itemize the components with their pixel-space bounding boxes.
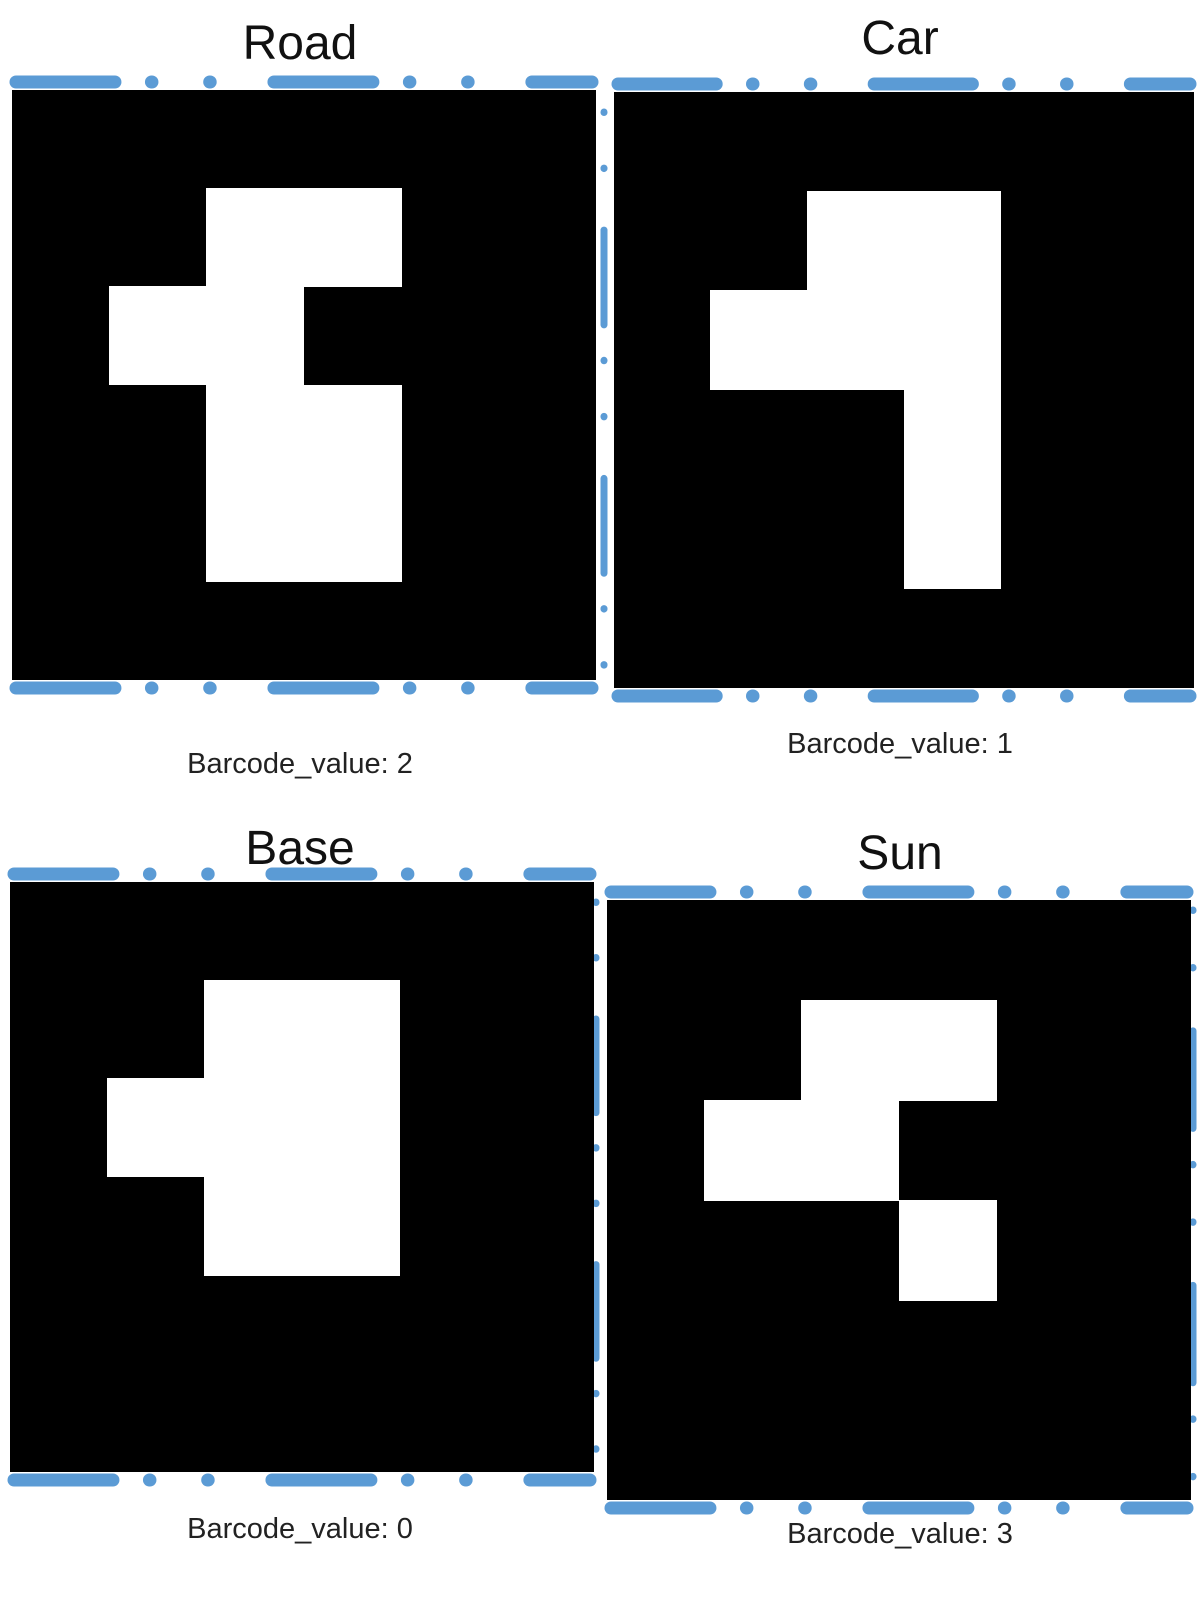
- barcode-caption: Barcode_value: 2: [187, 748, 413, 780]
- marker-white-cell: [801, 999, 900, 1101]
- marker-white-cell: [303, 482, 402, 583]
- marker-title: Road: [242, 17, 358, 70]
- marker-white-cell: [204, 1176, 303, 1276]
- barcode-caption: Barcode_value: 0: [187, 1513, 413, 1545]
- marker-white-cell: [108, 286, 208, 386]
- marker-white-cell: [898, 1199, 997, 1301]
- marker-white-cell: [303, 384, 402, 484]
- barcode-caption: Barcode_value: 3: [787, 1518, 1013, 1550]
- marker-title: Car: [861, 12, 939, 65]
- marker-white-cell: [903, 190, 1002, 292]
- marker-panel-sun: Sun Barcode_value: 3: [600, 800, 1200, 1600]
- marker-image-car: [614, 92, 1194, 688]
- marker-white-cell: [301, 1078, 400, 1178]
- marker-white-cell: [303, 187, 402, 288]
- marker-image-road: [12, 90, 596, 680]
- marker-white-cell: [206, 187, 305, 288]
- marker-panel-base: Base Barcode_value: 0: [0, 800, 600, 1600]
- marker-white-cell: [710, 290, 808, 391]
- marker-white-cell: [806, 190, 905, 292]
- marker-white-cell: [703, 1099, 803, 1201]
- marker-white-cell: [206, 384, 305, 484]
- marker-image-base: [10, 882, 594, 1472]
- marker-white-cell: [801, 1099, 900, 1201]
- marker-image-sun: [607, 900, 1191, 1500]
- marker-white-cell: [903, 488, 1002, 590]
- dash-dot-frame: [600, 77, 1197, 703]
- dash-dot-frame: [9, 75, 599, 695]
- marker-title: Sun: [857, 827, 943, 880]
- marker-panel-car: Car Barcode_value: 1: [600, 0, 1200, 800]
- marker-white-cell: [301, 979, 400, 1080]
- dash-dot-frame: [604, 885, 1197, 1515]
- marker-white-cell: [206, 286, 305, 386]
- marker-white-cell: [206, 482, 305, 583]
- marker-title: Base: [245, 822, 355, 875]
- marker-white-cell: [806, 290, 905, 391]
- marker-white-cell: [903, 290, 1002, 391]
- marker-white-cell: [204, 1078, 303, 1178]
- marker-white-cell: [301, 1176, 400, 1276]
- marker-panel-road: Road Barcode_value: 2: [0, 0, 600, 800]
- dash-dot-frame: [7, 867, 600, 1487]
- barcode-caption: Barcode_value: 1: [787, 728, 1013, 760]
- marker-white-cell: [898, 999, 997, 1101]
- marker-white-cell: [106, 1078, 206, 1178]
- marker-white-cell: [204, 979, 303, 1080]
- marker-white-cell: [903, 389, 1002, 490]
